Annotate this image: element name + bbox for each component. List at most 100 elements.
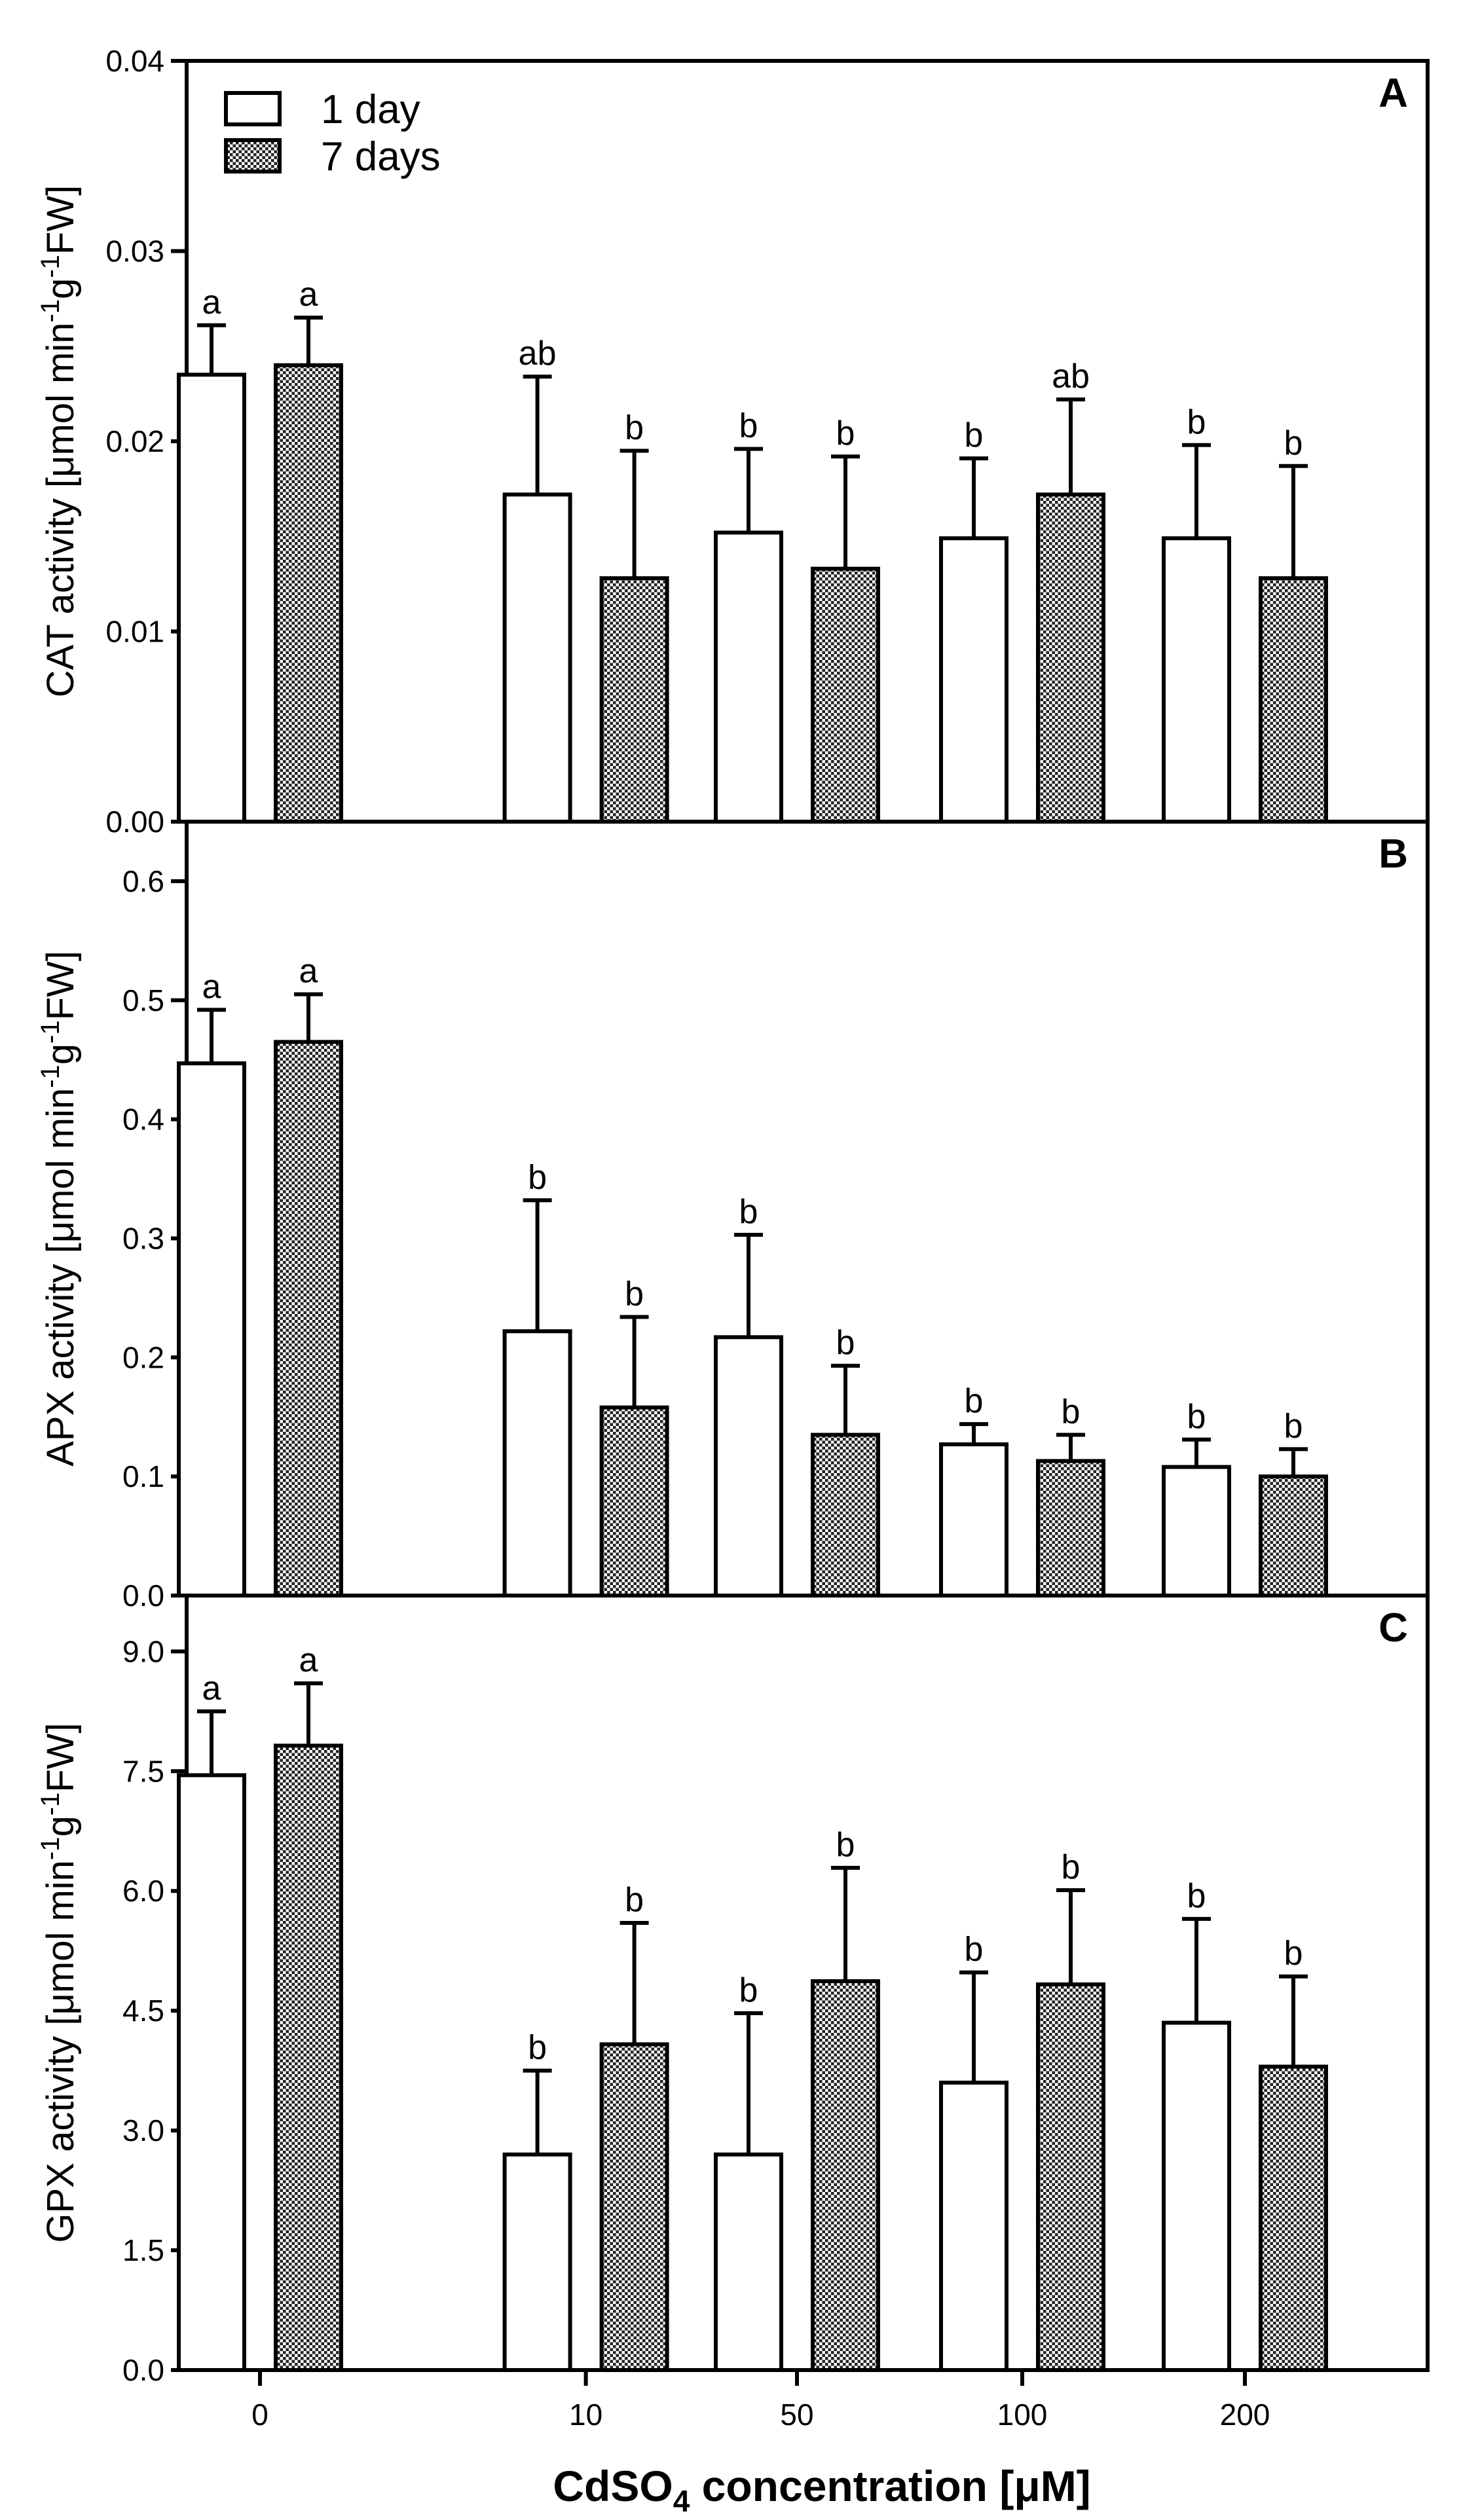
y-tick-label: 0.01 (105, 615, 164, 649)
significance-letter-7-days-10: b (625, 1275, 644, 1313)
panel-letter: A (1378, 71, 1408, 116)
y-tick-label: 9.0 (122, 1634, 164, 1668)
bar-7-days-50 (811, 566, 880, 824)
bar-7-days-200 (1259, 576, 1328, 824)
bar-1-day-10 (502, 492, 572, 824)
panel-a: 0.00 0.01 0.02 0.03 0.04 CAT activity [μmol m… (36, 44, 1430, 839)
bar-1-day-50 (714, 2152, 783, 2373)
significance-letter-7-days-0: a (299, 1641, 318, 1679)
significance-letter-1-day-50: b (739, 1971, 758, 2009)
panel-letter: B (1378, 831, 1408, 877)
panel-b: 0.0 0.1 0.2 0.3 0.4 0.5 0.6 APX activity [μmol … (36, 820, 1430, 1613)
legend: 1 day 7 days (224, 87, 441, 179)
legend-label-7-days: 7 days (321, 134, 441, 179)
significance-letter-7-days-100: b (1062, 1393, 1081, 1431)
significance-letter-7-days-200: b (1284, 1407, 1303, 1445)
significance-letter-1-day-100: b (965, 416, 984, 454)
y-tick-label: 0.02 (105, 424, 164, 458)
bar-1-day-10 (502, 2152, 572, 2373)
y-tick-label: 0.03 (105, 234, 164, 268)
significance-letter-1-day-100: b (965, 1931, 984, 1969)
significance-letter-7-days-10: b (625, 409, 644, 447)
bar-7-days-100 (1036, 492, 1105, 824)
significance-letter-7-days-200: b (1284, 424, 1303, 462)
y-tick-label: 3.0 (122, 2113, 164, 2147)
bar-1-day-200 (1162, 536, 1231, 824)
bar-7-days-200 (1259, 2064, 1328, 2372)
x-tick-label-10: 10 (569, 2398, 602, 2432)
x-axis-title: CdSO4 concentration [μM] (553, 2462, 1090, 2518)
x-tick-label-100: 100 (997, 2398, 1048, 2432)
significance-letter-7-days-50: b (836, 1324, 855, 1362)
bar-1-day-200 (1162, 2020, 1231, 2373)
y-tick-label: 0.2 (122, 1340, 164, 1374)
y-tick-label: 0.4 (122, 1103, 164, 1137)
bar-1-day-100 (939, 2080, 1008, 2373)
bar-1-day-50 (714, 530, 783, 824)
bar-7-days-0 (274, 1040, 343, 1598)
y-tick-label: 0.0 (122, 1579, 164, 1613)
significance-letter-1-day-10: b (528, 1158, 547, 1196)
y-tick-label: 1.5 (122, 2233, 164, 2267)
bar-1-day-0 (177, 1061, 246, 1598)
bar-7-days-100 (1036, 1459, 1105, 1598)
y-axis-title: CAT activity [μmol min-1g-1FW] (36, 185, 82, 697)
significance-letter-7-days-10: b (625, 1881, 644, 1919)
significance-letter-1-day-100: b (965, 1382, 984, 1420)
y-tick-label: 6.0 (122, 1874, 164, 1908)
y-tick-label: 0.04 (105, 44, 164, 78)
significance-letter-1-day-200: b (1187, 1877, 1206, 1915)
bar-7-days-0 (274, 363, 343, 824)
y-axis-title: GPX activity [μmol min-1g-1FW] (36, 1723, 82, 2242)
significance-letter-1-day-0: a (202, 283, 221, 321)
x-axis: 0 10 50 100 200 (251, 2370, 1270, 2432)
y-tick-label: 0.00 (105, 805, 164, 839)
x-tick-label-0: 0 (251, 2398, 268, 2432)
significance-letter-1-day-0: a (202, 968, 221, 1006)
bar-7-days-10 (599, 576, 669, 824)
y-tick-label: 0.1 (122, 1459, 164, 1493)
y-tick-label: 7.5 (122, 1754, 164, 1788)
significance-letter-7-days-0: a (299, 276, 318, 314)
bar-7-days-50 (811, 1433, 880, 1598)
y-axis-title: APX activity [μmol min-1g-1FW] (36, 951, 82, 1467)
significance-letter-7-days-100: ab (1052, 357, 1090, 395)
legend-swatch-7-days (224, 138, 282, 173)
significance-letter-1-day-50: b (739, 1193, 758, 1231)
bar-1-day-10 (502, 1329, 572, 1598)
bar-1-day-100 (939, 536, 1008, 824)
y-tick-label: 0.0 (122, 2353, 164, 2387)
bar-7-days-100 (1036, 1982, 1105, 2373)
bar-7-days-10 (599, 2042, 669, 2372)
y-tick-label: 0.6 (122, 864, 164, 898)
y-tick-label: 0.3 (122, 1221, 164, 1255)
significance-letter-1-day-0: a (202, 1670, 221, 1707)
x-tick-label-200: 200 (1220, 2398, 1270, 2432)
significance-letter-7-days-50: b (836, 1826, 855, 1864)
significance-letter-1-day-10: b (528, 2029, 547, 2067)
significance-letter-1-day-200: b (1187, 1398, 1206, 1436)
legend-label-1-day: 1 day (321, 87, 420, 132)
bar-7-days-10 (599, 1405, 669, 1598)
legend-swatch-1-day (224, 91, 282, 126)
panel-letter: C (1378, 1605, 1408, 1651)
significance-letter-1-day-10: ab (519, 335, 557, 373)
plot-frame (185, 1594, 1430, 2372)
bar-7-days-200 (1259, 1474, 1328, 1598)
significance-letter-7-days-50: b (836, 414, 855, 452)
significance-letter-1-day-200: b (1187, 403, 1206, 441)
significance-letter-7-days-100: b (1062, 1848, 1081, 1886)
bar-1-day-100 (939, 1442, 1008, 1598)
x-tick-label-50: 50 (780, 2398, 813, 2432)
bar-7-days-0 (274, 1744, 343, 2372)
panel-c: 0.0 1.5 3.0 4.5 6.0 7.5 9.0 GPX activity [μmol … (36, 1594, 1430, 2387)
significance-letter-7-days-200: b (1284, 1935, 1303, 1973)
y-tick-label: 0.5 (122, 983, 164, 1017)
bar-1-day-0 (177, 373, 246, 824)
bar-7-days-50 (811, 1979, 880, 2372)
bar-1-day-200 (1162, 1465, 1231, 1598)
bar-1-day-0 (177, 1773, 246, 2372)
bar-1-day-50 (714, 1335, 783, 1598)
